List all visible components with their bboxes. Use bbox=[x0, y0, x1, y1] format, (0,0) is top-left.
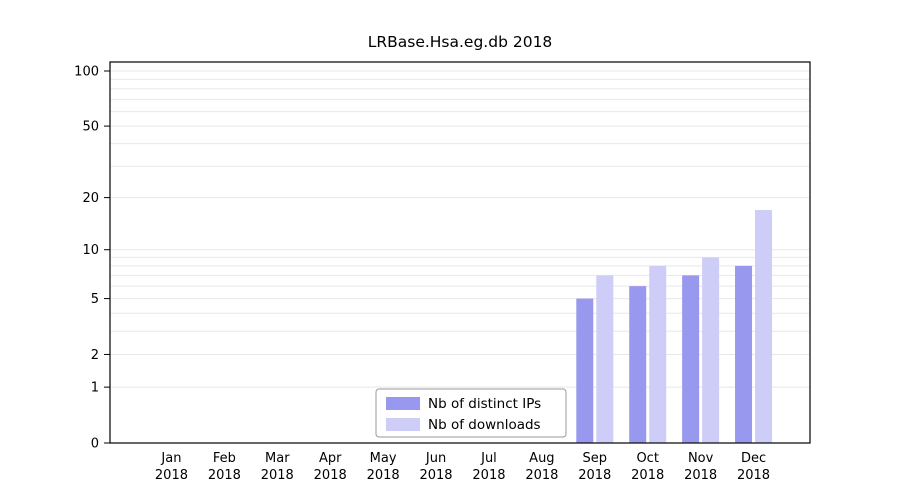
bar-nb-of-distinct-ips bbox=[735, 265, 753, 443]
grid-layer bbox=[111, 70, 809, 388]
chart-title: LRBase.Hsa.eg.db 2018 bbox=[368, 33, 553, 51]
x-tick-label-year: 2018 bbox=[155, 468, 188, 483]
x-tick-label-month: Aug bbox=[529, 451, 554, 466]
x-tick-label-year: 2018 bbox=[314, 468, 347, 483]
x-tick-label-month: Mar bbox=[265, 451, 290, 466]
y-tick-label: 100 bbox=[74, 65, 99, 80]
y-tick-label: 1 bbox=[91, 381, 99, 396]
legend-label: Nb of distinct IPs bbox=[428, 396, 541, 412]
x-tick-label-month: Jan bbox=[160, 451, 181, 466]
x-tick-label-month: Jun bbox=[425, 451, 446, 466]
x-tick-label-month: May bbox=[370, 451, 397, 466]
bar-nb-of-downloads bbox=[755, 210, 773, 443]
x-tick-label-year: 2018 bbox=[208, 468, 241, 483]
bar-nb-of-distinct-ips bbox=[682, 275, 700, 443]
bar-nb-of-downloads bbox=[702, 257, 720, 443]
x-tick-label-year: 2018 bbox=[578, 468, 611, 483]
x-tick-label-month: Feb bbox=[213, 451, 236, 466]
x-tick-label-month: Oct bbox=[636, 451, 658, 466]
x-tick-label-year: 2018 bbox=[261, 468, 294, 483]
y-tick-label: 5 bbox=[91, 292, 99, 307]
legend-swatch bbox=[386, 418, 420, 431]
plot-border bbox=[109, 61, 811, 444]
x-tick-label-month: Jul bbox=[480, 451, 497, 466]
legend-swatch bbox=[386, 397, 420, 410]
legend-label: Nb of downloads bbox=[428, 417, 541, 433]
y-tick-label: 0 bbox=[91, 437, 99, 452]
x-tick-label-month: Sep bbox=[583, 451, 608, 466]
x-tick-label-year: 2018 bbox=[631, 468, 664, 483]
bar-nb-of-downloads bbox=[649, 265, 667, 443]
x-tick-label-month: Apr bbox=[319, 451, 342, 466]
legend-layer: Nb of distinct IPs Nb of downloads bbox=[375, 388, 567, 438]
bar-nb-of-downloads bbox=[596, 275, 614, 443]
bars-layer bbox=[576, 210, 773, 443]
bar-nb-of-distinct-ips bbox=[576, 298, 594, 443]
y-tick-label: 2 bbox=[91, 348, 99, 363]
y-tick-label: 10 bbox=[82, 243, 99, 258]
x-tick-label-year: 2018 bbox=[737, 468, 770, 483]
x-tick-label-month: Dec bbox=[741, 451, 766, 466]
frame-layer bbox=[109, 61, 811, 444]
bar-nb-of-distinct-ips bbox=[629, 286, 647, 443]
x-tick-label-year: 2018 bbox=[472, 468, 505, 483]
x-tick-label-month: Nov bbox=[688, 451, 714, 466]
y-tick-label: 20 bbox=[82, 191, 99, 206]
y-tick-label: 50 bbox=[82, 120, 99, 135]
axes-layer: 0 1 2 5 10 20 50 100 Jan 2018 Feb 2018 Mar 2018 Apr 201… bbox=[74, 65, 770, 484]
x-tick-label-year: 2018 bbox=[684, 468, 717, 483]
x-tick-label-year: 2018 bbox=[525, 468, 558, 483]
legend-box bbox=[375, 388, 567, 438]
x-tick-label-year: 2018 bbox=[419, 468, 452, 483]
x-tick-label-year: 2018 bbox=[367, 468, 400, 483]
